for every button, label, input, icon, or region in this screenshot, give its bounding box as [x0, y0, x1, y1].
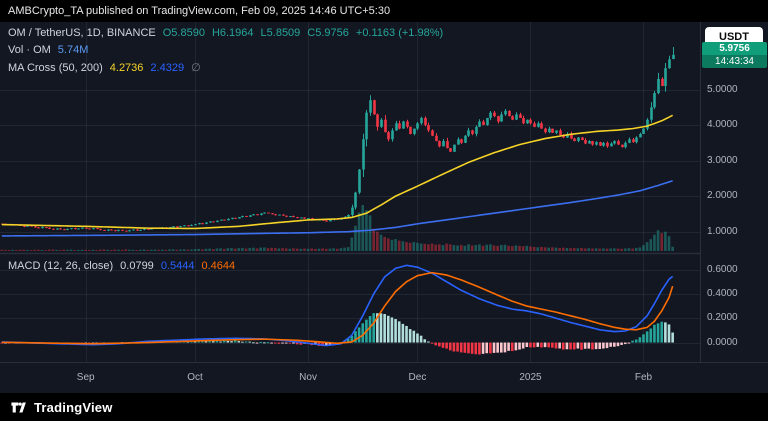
macd-axis-label: 0.2000 — [707, 312, 738, 324]
price-axis-label: 5.0000 — [707, 83, 738, 95]
ohlc-close: C5.9756 — [307, 27, 349, 39]
macd-hist-value: 0.0799 — [120, 260, 154, 272]
bar-countdown: 14:43:34 — [702, 54, 767, 68]
tradingview-logo-icon[interactable] — [10, 399, 27, 416]
symbol-title[interactable]: OM / TetherUS, 1D, BINANCE — [8, 27, 156, 39]
ma-cross-label[interactable]: MA Cross (50, 200) — [8, 62, 103, 74]
price-scale-axis[interactable]: USDT 5.9756 14:43:34 5.0000 4.0000 3.0000 2… — [700, 22, 768, 362]
ohlc-high: H6.1964 — [211, 27, 254, 39]
price-chart-canvas[interactable] — [0, 22, 700, 363]
ma-cross-legend-row: MA Cross (50, 200) 4.2736 2.4329 ∅ — [8, 61, 201, 74]
time-axis-label: Dec — [408, 372, 427, 383]
time-scale-axis[interactable]: Sep Oct Nov Dec 2025 Feb — [0, 362, 768, 393]
macd-line-value: 0.5444 — [160, 260, 195, 272]
macd-label[interactable]: MACD (12, 26, close) — [8, 260, 114, 272]
time-axis-label: Nov — [299, 372, 317, 383]
price-change: +0.1163 (+1.98%) — [355, 27, 444, 39]
footer-bar: TradingView — [0, 393, 768, 421]
publish-attribution-text: AMBCrypto_TA published on TradingView.co… — [8, 5, 391, 17]
volume-value: 5.74M — [57, 44, 89, 56]
macd-signal-value: 0.4644 — [201, 260, 236, 272]
ma-cross-null-value: ∅ — [191, 62, 201, 74]
macd-axis-label: 0.4000 — [707, 287, 738, 299]
macd-axis-label: 0.0000 — [707, 336, 738, 348]
time-axis-label: Sep — [76, 372, 95, 383]
ohlc-open: O5.8590 — [162, 27, 205, 39]
ohlc-low: L5.8509 — [260, 27, 301, 39]
time-axis-label: Feb — [634, 372, 653, 383]
ma50-value: 4.2736 — [109, 62, 144, 74]
currency-toggle-button[interactable]: USDT — [705, 27, 763, 46]
symbol-legend-row: OM / TetherUS, 1D, BINANCE O5.8590 H6.19… — [8, 27, 443, 39]
volume-label[interactable]: Vol · OM — [8, 44, 51, 56]
price-axis-label: 1.0000 — [707, 225, 738, 237]
price-axis-label: 3.0000 — [707, 154, 738, 166]
chart-area: OM / TetherUS, 1D, BINANCE O5.8590 H6.19… — [0, 22, 768, 393]
last-price-badge: 5.9756 14:43:34 — [702, 41, 767, 68]
macd-axis-label: 0.6000 — [707, 263, 738, 275]
price-axis-label: 4.0000 — [707, 119, 738, 131]
ma200-value: 2.4329 — [150, 62, 185, 74]
macd-legend-row: MACD (12, 26, close) 0.0799 0.5444 0.464… — [8, 260, 235, 272]
time-axis-label: Oct — [187, 372, 203, 383]
volume-legend-row: Vol · OM 5.74M — [8, 44, 88, 56]
time-axis-label: 2025 — [519, 372, 542, 383]
tradingview-wordmark[interactable]: TradingView — [34, 399, 113, 415]
top-bar: AMBCrypto_TA published on TradingView.co… — [0, 0, 768, 22]
last-price-value: 5.9756 — [702, 41, 767, 55]
price-axis-label: 2.0000 — [707, 190, 738, 202]
